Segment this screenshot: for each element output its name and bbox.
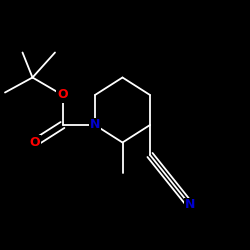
Text: N: N bbox=[90, 118, 100, 132]
Text: O: O bbox=[57, 88, 68, 102]
Text: O: O bbox=[30, 136, 40, 149]
Text: N: N bbox=[185, 198, 195, 211]
